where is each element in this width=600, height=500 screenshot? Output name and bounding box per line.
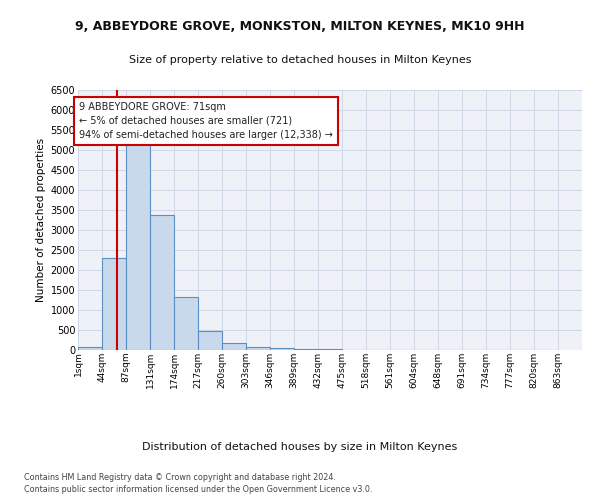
- Bar: [151, 215, 175, 350]
- Text: Distribution of detached houses by size in Milton Keynes: Distribution of detached houses by size …: [142, 442, 458, 452]
- Bar: [198, 331, 222, 350]
- Bar: [246, 348, 270, 350]
- Text: 9, ABBEYDORE GROVE, MONKSTON, MILTON KEYNES, MK10 9HH: 9, ABBEYDORE GROVE, MONKSTON, MILTON KEY…: [75, 20, 525, 33]
- Text: Size of property relative to detached houses in Milton Keynes: Size of property relative to detached ho…: [129, 55, 471, 65]
- Y-axis label: Number of detached properties: Number of detached properties: [37, 138, 46, 302]
- Bar: [126, 134, 150, 350]
- Bar: [222, 342, 246, 350]
- Text: Contains HM Land Registry data © Crown copyright and database right 2024.: Contains HM Land Registry data © Crown c…: [24, 472, 336, 482]
- Text: Contains public sector information licensed under the Open Government Licence v3: Contains public sector information licen…: [24, 485, 373, 494]
- Bar: [270, 348, 294, 350]
- Bar: [78, 347, 102, 350]
- Text: 9 ABBEYDORE GROVE: 71sqm
← 5% of detached houses are smaller (721)
94% of semi-d: 9 ABBEYDORE GROVE: 71sqm ← 5% of detache…: [79, 102, 333, 140]
- Bar: [175, 297, 198, 350]
- Bar: [102, 258, 126, 350]
- Bar: [294, 349, 318, 350]
